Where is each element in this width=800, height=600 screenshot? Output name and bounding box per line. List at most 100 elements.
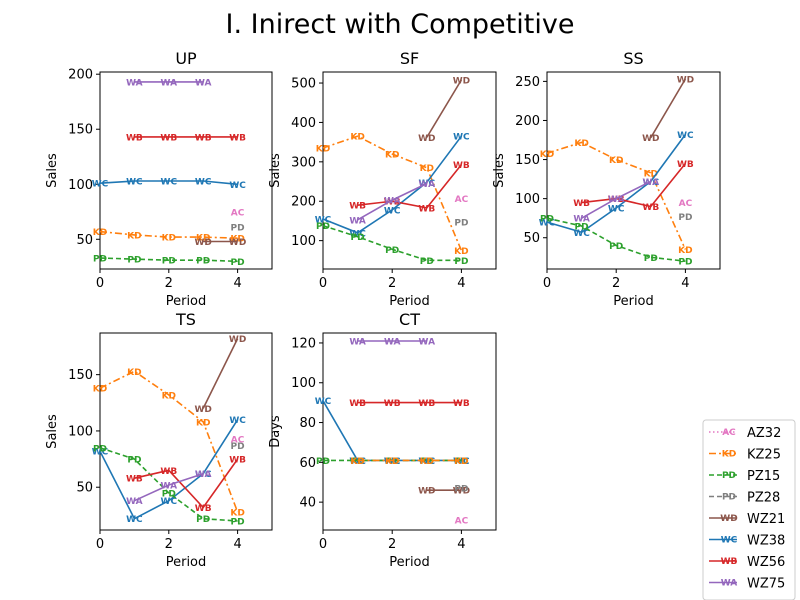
x-tick-label: 2: [388, 276, 396, 291]
data-point-marker: WC: [195, 470, 212, 480]
legend-marker: WB: [721, 557, 738, 567]
data-point-marker: PD: [454, 457, 468, 467]
data-point-marker: PD: [93, 444, 107, 454]
series-wz21: WD WD: [194, 335, 246, 415]
data-point-marker: KD: [540, 150, 554, 160]
legend-item: PD PZ28: [709, 491, 780, 506]
y-tick-label: 100: [68, 424, 93, 439]
series-az32: AC: [231, 208, 245, 218]
x-tick-label: 0: [96, 276, 104, 291]
data-point-marker: KD: [93, 385, 107, 395]
series-line: [546, 217, 686, 262]
axes-frame: [546, 71, 721, 270]
data-point-marker: WA: [195, 470, 212, 480]
data-point-marker: WC: [126, 515, 143, 525]
y-tick-label: 400: [291, 116, 316, 131]
axes-frame: [322, 71, 497, 270]
y-tick-label: 150: [515, 153, 540, 168]
y-axis-label: Sales: [45, 153, 60, 188]
data-point-marker: AC: [679, 199, 693, 209]
y-tick-label: 60: [299, 456, 316, 471]
series-line: [99, 180, 238, 186]
series-wz75: WA WA WA: [126, 78, 211, 88]
data-point-marker: PD: [93, 254, 107, 264]
series-kz25: KD KD KD KD KD: [93, 228, 245, 245]
data-point-marker: WC: [453, 133, 470, 143]
y-tick-label: 50: [76, 481, 93, 496]
data-point-marker: WA: [573, 215, 590, 225]
data-point-marker: WB: [126, 133, 143, 143]
data-point-marker: WC: [161, 177, 178, 187]
data-point-marker: AC: [231, 435, 245, 445]
data-point-marker: WC: [315, 215, 332, 225]
data-point-marker: PD: [127, 256, 141, 266]
series-pz15: PD PD PD PD PD: [93, 444, 245, 527]
series-wz38: WC WC WC WC WC: [539, 131, 694, 239]
x-tick-label: 4: [233, 537, 241, 552]
y-tick-label: 500: [291, 77, 316, 92]
series-pz28: PD: [454, 219, 468, 229]
data-point-marker: KD: [162, 391, 176, 401]
subplot-title: CT: [399, 310, 420, 329]
data-point-marker: KD: [454, 457, 468, 467]
series-line: [322, 135, 463, 234]
data-point-marker: WC: [195, 177, 212, 187]
legend-item: KD KZ25: [709, 448, 781, 463]
series-az32: AC: [231, 435, 245, 445]
data-point-marker: WB: [418, 399, 435, 409]
data-point-marker: AC: [455, 195, 469, 205]
series-line: [99, 447, 238, 522]
data-point-marker: WA: [419, 180, 436, 190]
data-point-marker: PD: [420, 257, 434, 267]
y-axis-label: Days: [268, 415, 283, 448]
y-tick-label: 300: [291, 155, 316, 170]
data-point-marker: WA: [349, 337, 366, 347]
legend-marker: WD: [720, 514, 737, 524]
data-point-marker: WC: [161, 497, 178, 507]
data-point-marker: PD: [609, 242, 623, 252]
data-point-marker: WC: [92, 180, 109, 190]
legend: AC AZ32 KD KZ25 PD PZ15 PD PZ28 WD WZ21 WC WZ38 WB WZ…: [702, 419, 796, 600]
x-tick-label: 0: [319, 276, 327, 291]
series-az32: AC: [455, 195, 469, 205]
data-point-marker: KD: [385, 150, 399, 160]
y-tick-label: 100: [68, 178, 93, 193]
legend-label: AZ32: [747, 426, 781, 441]
subplot-sf: SF0 2 4100200300400500PeriodSalesKDKDKDKDK…: [268, 49, 497, 309]
data-point-marker: KD: [230, 235, 244, 245]
data-point-marker: PD: [540, 215, 554, 225]
data-point-marker: WC: [229, 416, 246, 426]
data-point-marker: WD: [677, 76, 694, 86]
data-point-marker: WB: [642, 203, 659, 213]
subplot-title: UP: [175, 49, 197, 68]
data-point-marker: PD: [678, 213, 692, 223]
x-tick-label: 2: [388, 537, 396, 552]
x-tick-label: 4: [681, 276, 689, 291]
data-point-marker: WD: [453, 487, 470, 497]
legend-marker: PD: [722, 471, 736, 481]
series-pz28: PD: [454, 485, 468, 495]
y-tick-label: 100: [515, 192, 540, 207]
data-point-marker: PD: [316, 457, 330, 467]
data-point-marker: AC: [231, 208, 245, 218]
data-point-marker: WD: [418, 134, 435, 144]
data-point-marker: PD: [644, 254, 658, 264]
y-tick-label: 100: [291, 376, 316, 391]
data-point-marker: PD: [231, 517, 245, 527]
legend-label: PZ28: [747, 491, 780, 506]
y-axis-label: Sales: [492, 153, 507, 188]
data-point-marker: PD: [454, 485, 468, 495]
series-line: [357, 164, 463, 209]
series-kz25: KD KD KD KD KD: [540, 139, 693, 256]
series-line: [322, 224, 462, 262]
data-point-marker: WC: [349, 457, 366, 467]
legend-item: PD PZ15: [709, 469, 780, 484]
data-point-marker: PD: [196, 515, 210, 525]
data-point-marker: WC: [419, 457, 436, 467]
data-point-marker: WB: [453, 161, 470, 171]
legend-label: WZ38: [747, 534, 785, 549]
data-point-marker: PD: [231, 224, 245, 234]
legend-label: PZ15: [747, 469, 780, 484]
series-wz21: WD WD: [194, 238, 246, 248]
